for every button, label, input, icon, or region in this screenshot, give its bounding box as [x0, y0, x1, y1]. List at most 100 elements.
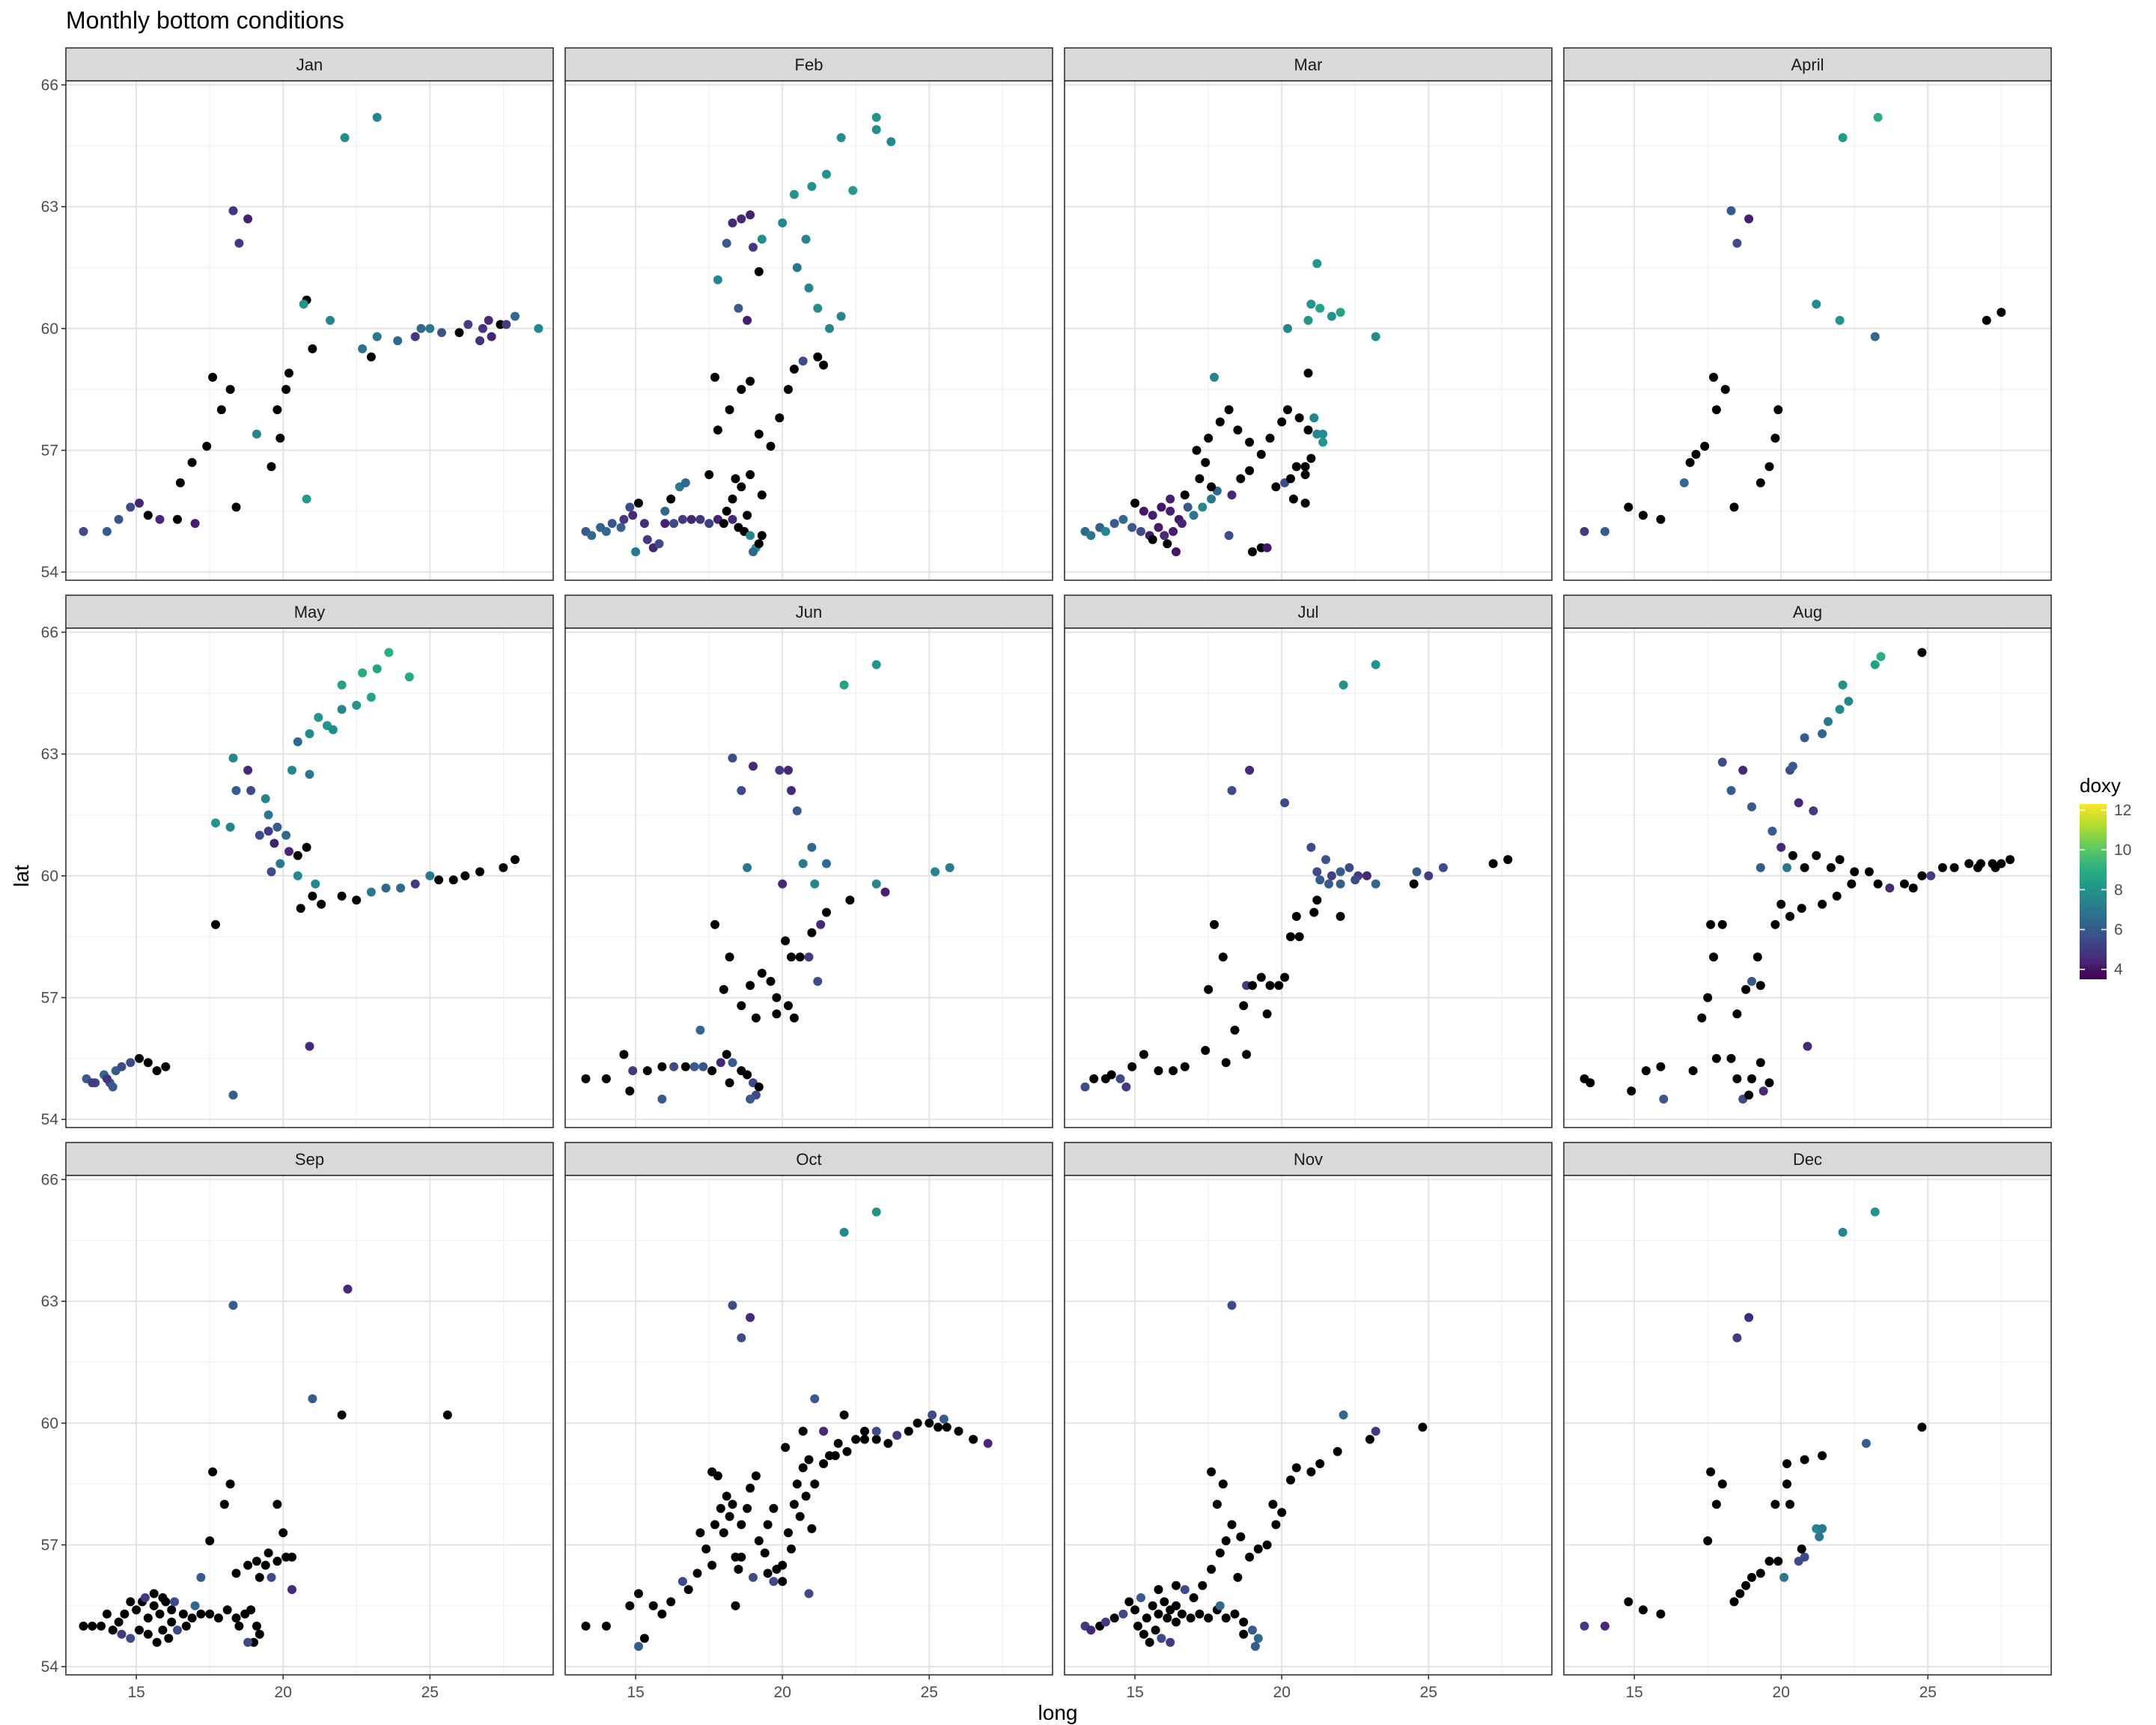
data-point: [1242, 1050, 1252, 1059]
y-tick-label: 57: [41, 442, 58, 459]
data-point: [1755, 862, 1765, 872]
data-point: [1773, 405, 1783, 415]
data-point: [117, 1629, 127, 1639]
data-point: [1870, 332, 1880, 341]
data-point: [1118, 1609, 1128, 1619]
data-point: [410, 332, 420, 341]
data-point: [1726, 206, 1736, 216]
data-point: [746, 1483, 755, 1493]
data-point: [1154, 1066, 1163, 1076]
data-point: [175, 478, 185, 487]
data-point: [155, 514, 165, 524]
data-point: [1788, 761, 1797, 771]
facet-strip: [1563, 594, 2052, 629]
data-point: [372, 664, 382, 674]
facet-strip: [1563, 47, 2052, 82]
panel-border: [65, 80, 554, 581]
data-point: [731, 474, 740, 484]
x-tick-label: 15: [127, 1684, 144, 1701]
data-point: [511, 311, 520, 321]
data-point: [1797, 904, 1806, 913]
data-point: [1218, 1479, 1228, 1489]
data-point: [1180, 490, 1190, 500]
data-point: [775, 765, 785, 775]
data-point: [1130, 499, 1140, 508]
data-point: [1236, 1532, 1246, 1542]
data-point: [1726, 785, 1736, 795]
data-point: [1709, 372, 1718, 382]
data-point: [757, 234, 767, 244]
data-point: [1844, 696, 1854, 706]
panel-border: [1064, 627, 1553, 1128]
data-point: [813, 352, 823, 362]
data-point: [143, 1629, 153, 1639]
data-point: [634, 1642, 643, 1651]
data-point: [677, 514, 687, 524]
data-point: [1265, 433, 1275, 443]
data-point: [1127, 1062, 1137, 1071]
data-point: [1744, 1090, 1754, 1100]
y-tick-label: 66: [41, 76, 58, 94]
y-tick-label: 63: [41, 1293, 58, 1310]
data-point: [267, 462, 276, 472]
data-point: [1711, 405, 1721, 415]
data-point: [1177, 1609, 1187, 1619]
data-point: [757, 968, 767, 978]
data-point: [302, 842, 311, 852]
data-point: [1729, 1597, 1739, 1607]
legend-title: doxy: [2080, 774, 2121, 797]
facet-strip-label: Mar: [1294, 55, 1323, 74]
data-point: [1201, 457, 1211, 467]
data-point: [795, 952, 805, 962]
data-point: [502, 320, 511, 329]
facet-strip: [564, 1142, 1053, 1176]
data-point: [205, 1536, 215, 1545]
data-point: [1776, 842, 1786, 852]
data-point: [842, 1446, 852, 1456]
data-point: [1847, 879, 1857, 889]
data-point: [1318, 437, 1328, 447]
data-point: [775, 413, 785, 423]
data-point: [813, 303, 823, 313]
data-point: [581, 1074, 591, 1083]
data-point: [2006, 855, 2015, 865]
data-point: [931, 867, 940, 877]
data-point: [1424, 871, 1434, 880]
data-point: [1109, 519, 1119, 529]
data-point: [114, 514, 124, 524]
data-point: [305, 729, 314, 738]
data-point: [737, 214, 746, 224]
data-point: [1148, 1601, 1157, 1610]
data-point: [234, 238, 244, 248]
data-point: [1838, 133, 1848, 142]
data-point: [1741, 1581, 1751, 1590]
data-point: [1703, 1536, 1713, 1545]
facet-panel: Mar: [1064, 47, 1553, 581]
data-point: [1169, 1066, 1178, 1076]
data-point: [1221, 1536, 1231, 1545]
data-point: [1755, 1058, 1765, 1068]
data-point: [1256, 973, 1266, 982]
data-point: [1239, 1001, 1249, 1011]
data-point: [1268, 1500, 1278, 1509]
panel-background: [1564, 1175, 2051, 1675]
facet-panel: Jul: [1064, 594, 1553, 1128]
data-point: [120, 1609, 130, 1619]
data-point: [1312, 895, 1322, 905]
y-tick-label: 54: [41, 564, 59, 581]
data-point: [746, 210, 755, 219]
legend-tick-label: 8: [2114, 881, 2123, 898]
data-point: [666, 1597, 676, 1607]
data-point: [1172, 547, 1181, 556]
data-point: [1336, 308, 1345, 317]
data-point: [648, 1601, 658, 1610]
data-point: [751, 1471, 761, 1481]
data-point: [746, 470, 755, 479]
data-point: [737, 1001, 746, 1011]
data-point: [1794, 798, 1803, 808]
data-point: [1133, 1621, 1142, 1631]
data-point: [1818, 1451, 1827, 1461]
data-point: [1218, 952, 1228, 962]
data-point: [677, 1577, 687, 1586]
data-point: [1177, 519, 1187, 529]
